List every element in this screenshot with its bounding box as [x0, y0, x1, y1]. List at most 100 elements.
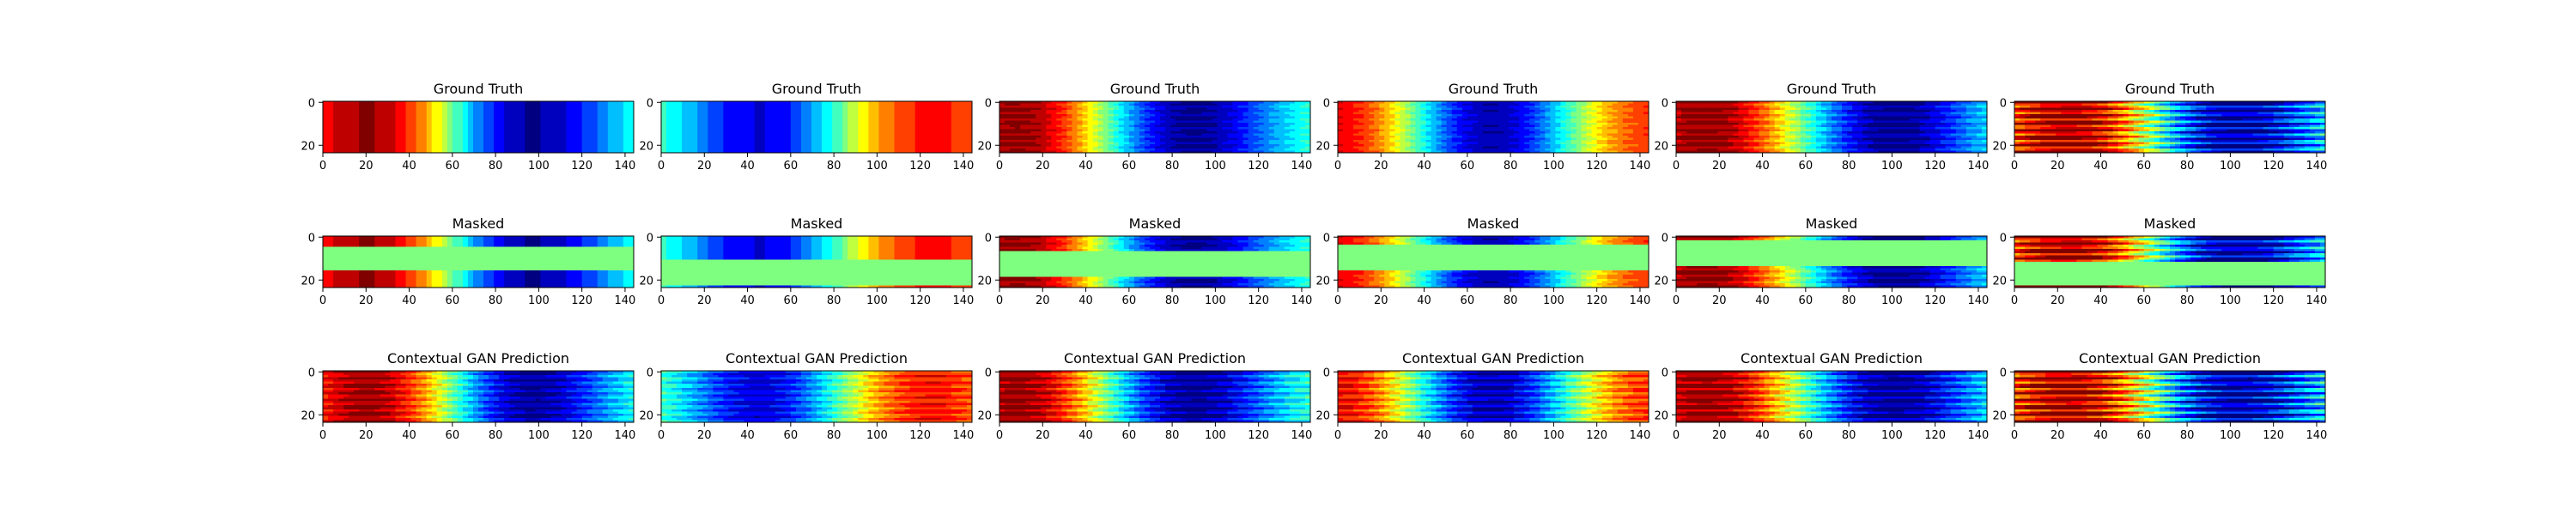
- heatmap-cell: [697, 118, 703, 122]
- heatmap-cell: [1560, 116, 1567, 119]
- heatmap-cell: [431, 140, 438, 143]
- heatmap-cell: [1222, 133, 1229, 136]
- heatmap-cell: [961, 114, 968, 118]
- heatmap-cell: [1041, 101, 1047, 105]
- heatmap-cell: [795, 144, 802, 148]
- heatmap-cell: [1400, 106, 1406, 109]
- heatmap-cell: [728, 112, 735, 115]
- heatmap-cell: [1133, 142, 1140, 145]
- heatmap-cell: [805, 137, 812, 141]
- heatmap-cell: [1113, 107, 1120, 111]
- heatmap-cell: [462, 123, 469, 126]
- heatmap-cell: [540, 133, 547, 136]
- heatmap-cell: [780, 142, 787, 145]
- heatmap-cell: [431, 103, 438, 106]
- heatmap-cell: [1304, 136, 1310, 139]
- heatmap-cell: [1232, 110, 1239, 113]
- heatmap-cell: [1077, 107, 1084, 111]
- heatmap-cell: [780, 123, 787, 126]
- heatmap-cell: [1191, 144, 1197, 148]
- heatmap-cell: [462, 103, 469, 106]
- heatmap-cell: [1196, 107, 1202, 111]
- heatmap-cell: [457, 127, 464, 130]
- heatmap-cell: [1061, 146, 1068, 149]
- heatmap-cell: [1612, 106, 1619, 109]
- heatmap-cell: [1273, 146, 1280, 149]
- heatmap-cell: [1253, 118, 1260, 122]
- heatmap-cell: [769, 137, 776, 141]
- heatmap-cell: [1268, 103, 1275, 106]
- heatmap-cell: [889, 136, 896, 139]
- heatmap-cell: [1149, 103, 1156, 106]
- heatmap-cell: [374, 101, 380, 105]
- heatmap-cell: [1524, 112, 1530, 115]
- heatmap-cell: [999, 103, 1005, 106]
- heatmap-cell: [920, 107, 927, 111]
- heatmap-cell: [369, 110, 375, 113]
- heatmap-cell: [1258, 140, 1265, 143]
- heatmap-cell: [525, 148, 531, 152]
- heatmap-cell: [405, 148, 412, 152]
- heatmap-cell: [817, 148, 823, 152]
- heatmap-cell: [805, 127, 812, 130]
- heatmap-cell: [390, 137, 397, 141]
- heatmap-cell: [945, 116, 952, 119]
- heatmap-cell: [472, 133, 479, 136]
- heatmap-cell: [1343, 118, 1349, 122]
- heatmap-cell: [1232, 114, 1239, 118]
- heatmap-cell: [677, 106, 683, 109]
- heatmap-cell: [441, 107, 448, 111]
- x-tick-label: 120: [909, 160, 931, 173]
- heatmap-cell: [1498, 106, 1504, 109]
- heatmap-cell: [457, 114, 464, 118]
- heatmap-cell: [359, 123, 365, 126]
- heatmap-cell: [1061, 136, 1068, 139]
- heatmap-cell: [1092, 129, 1099, 132]
- heatmap-cell: [800, 118, 807, 122]
- heatmap-cell: [592, 129, 598, 132]
- heatmap-cell: [1072, 140, 1078, 143]
- heatmap-cell: [509, 137, 515, 141]
- heatmap-cell: [842, 120, 848, 124]
- heatmap-cell: [827, 101, 833, 105]
- heatmap-cell: [374, 118, 380, 122]
- heatmap-cell: [1379, 112, 1385, 115]
- heatmap-cell: [602, 118, 609, 122]
- heatmap-cell: [805, 133, 812, 136]
- heatmap-cell: [1227, 133, 1234, 136]
- heatmap-cell: [457, 107, 464, 111]
- heatmap-cell: [1036, 116, 1042, 119]
- heatmap-cell: [364, 129, 370, 132]
- heatmap-cell: [623, 140, 629, 143]
- heatmap-cell: [416, 127, 422, 130]
- heatmap-cell: [1405, 118, 1412, 122]
- heatmap-cell: [364, 127, 370, 130]
- heatmap-cell: [478, 110, 484, 113]
- heatmap-cell: [550, 129, 557, 132]
- heatmap-cell: [951, 120, 957, 124]
- heatmap-cell: [920, 150, 927, 153]
- heatmap-cell: [744, 107, 750, 111]
- heatmap-cell: [692, 146, 698, 149]
- heatmap-cell: [805, 101, 812, 105]
- heatmap-cell: [1097, 106, 1104, 109]
- heatmap-cell: [1263, 137, 1270, 141]
- heatmap-cell: [1622, 120, 1629, 124]
- heatmap-cell: [328, 148, 334, 152]
- heatmap-cell: [1144, 148, 1151, 152]
- heatmap-cell: [1113, 123, 1120, 126]
- heatmap-cell: [925, 118, 932, 122]
- heatmap-cell: [940, 129, 947, 132]
- heatmap-cell: [749, 112, 756, 115]
- heatmap-cell: [556, 114, 562, 118]
- heatmap-cell: [1461, 106, 1468, 109]
- heatmap-cell: [738, 144, 745, 148]
- heatmap-cell: [1087, 148, 1094, 152]
- heatmap-cell: [1025, 118, 1031, 122]
- heatmap-cell: [1201, 123, 1207, 126]
- heatmap-cell: [1170, 146, 1176, 149]
- heatmap-cell: [499, 127, 505, 130]
- heatmap-cell: [1010, 106, 1016, 109]
- heatmap-cell: [723, 136, 730, 139]
- heatmap-cell: [431, 114, 438, 118]
